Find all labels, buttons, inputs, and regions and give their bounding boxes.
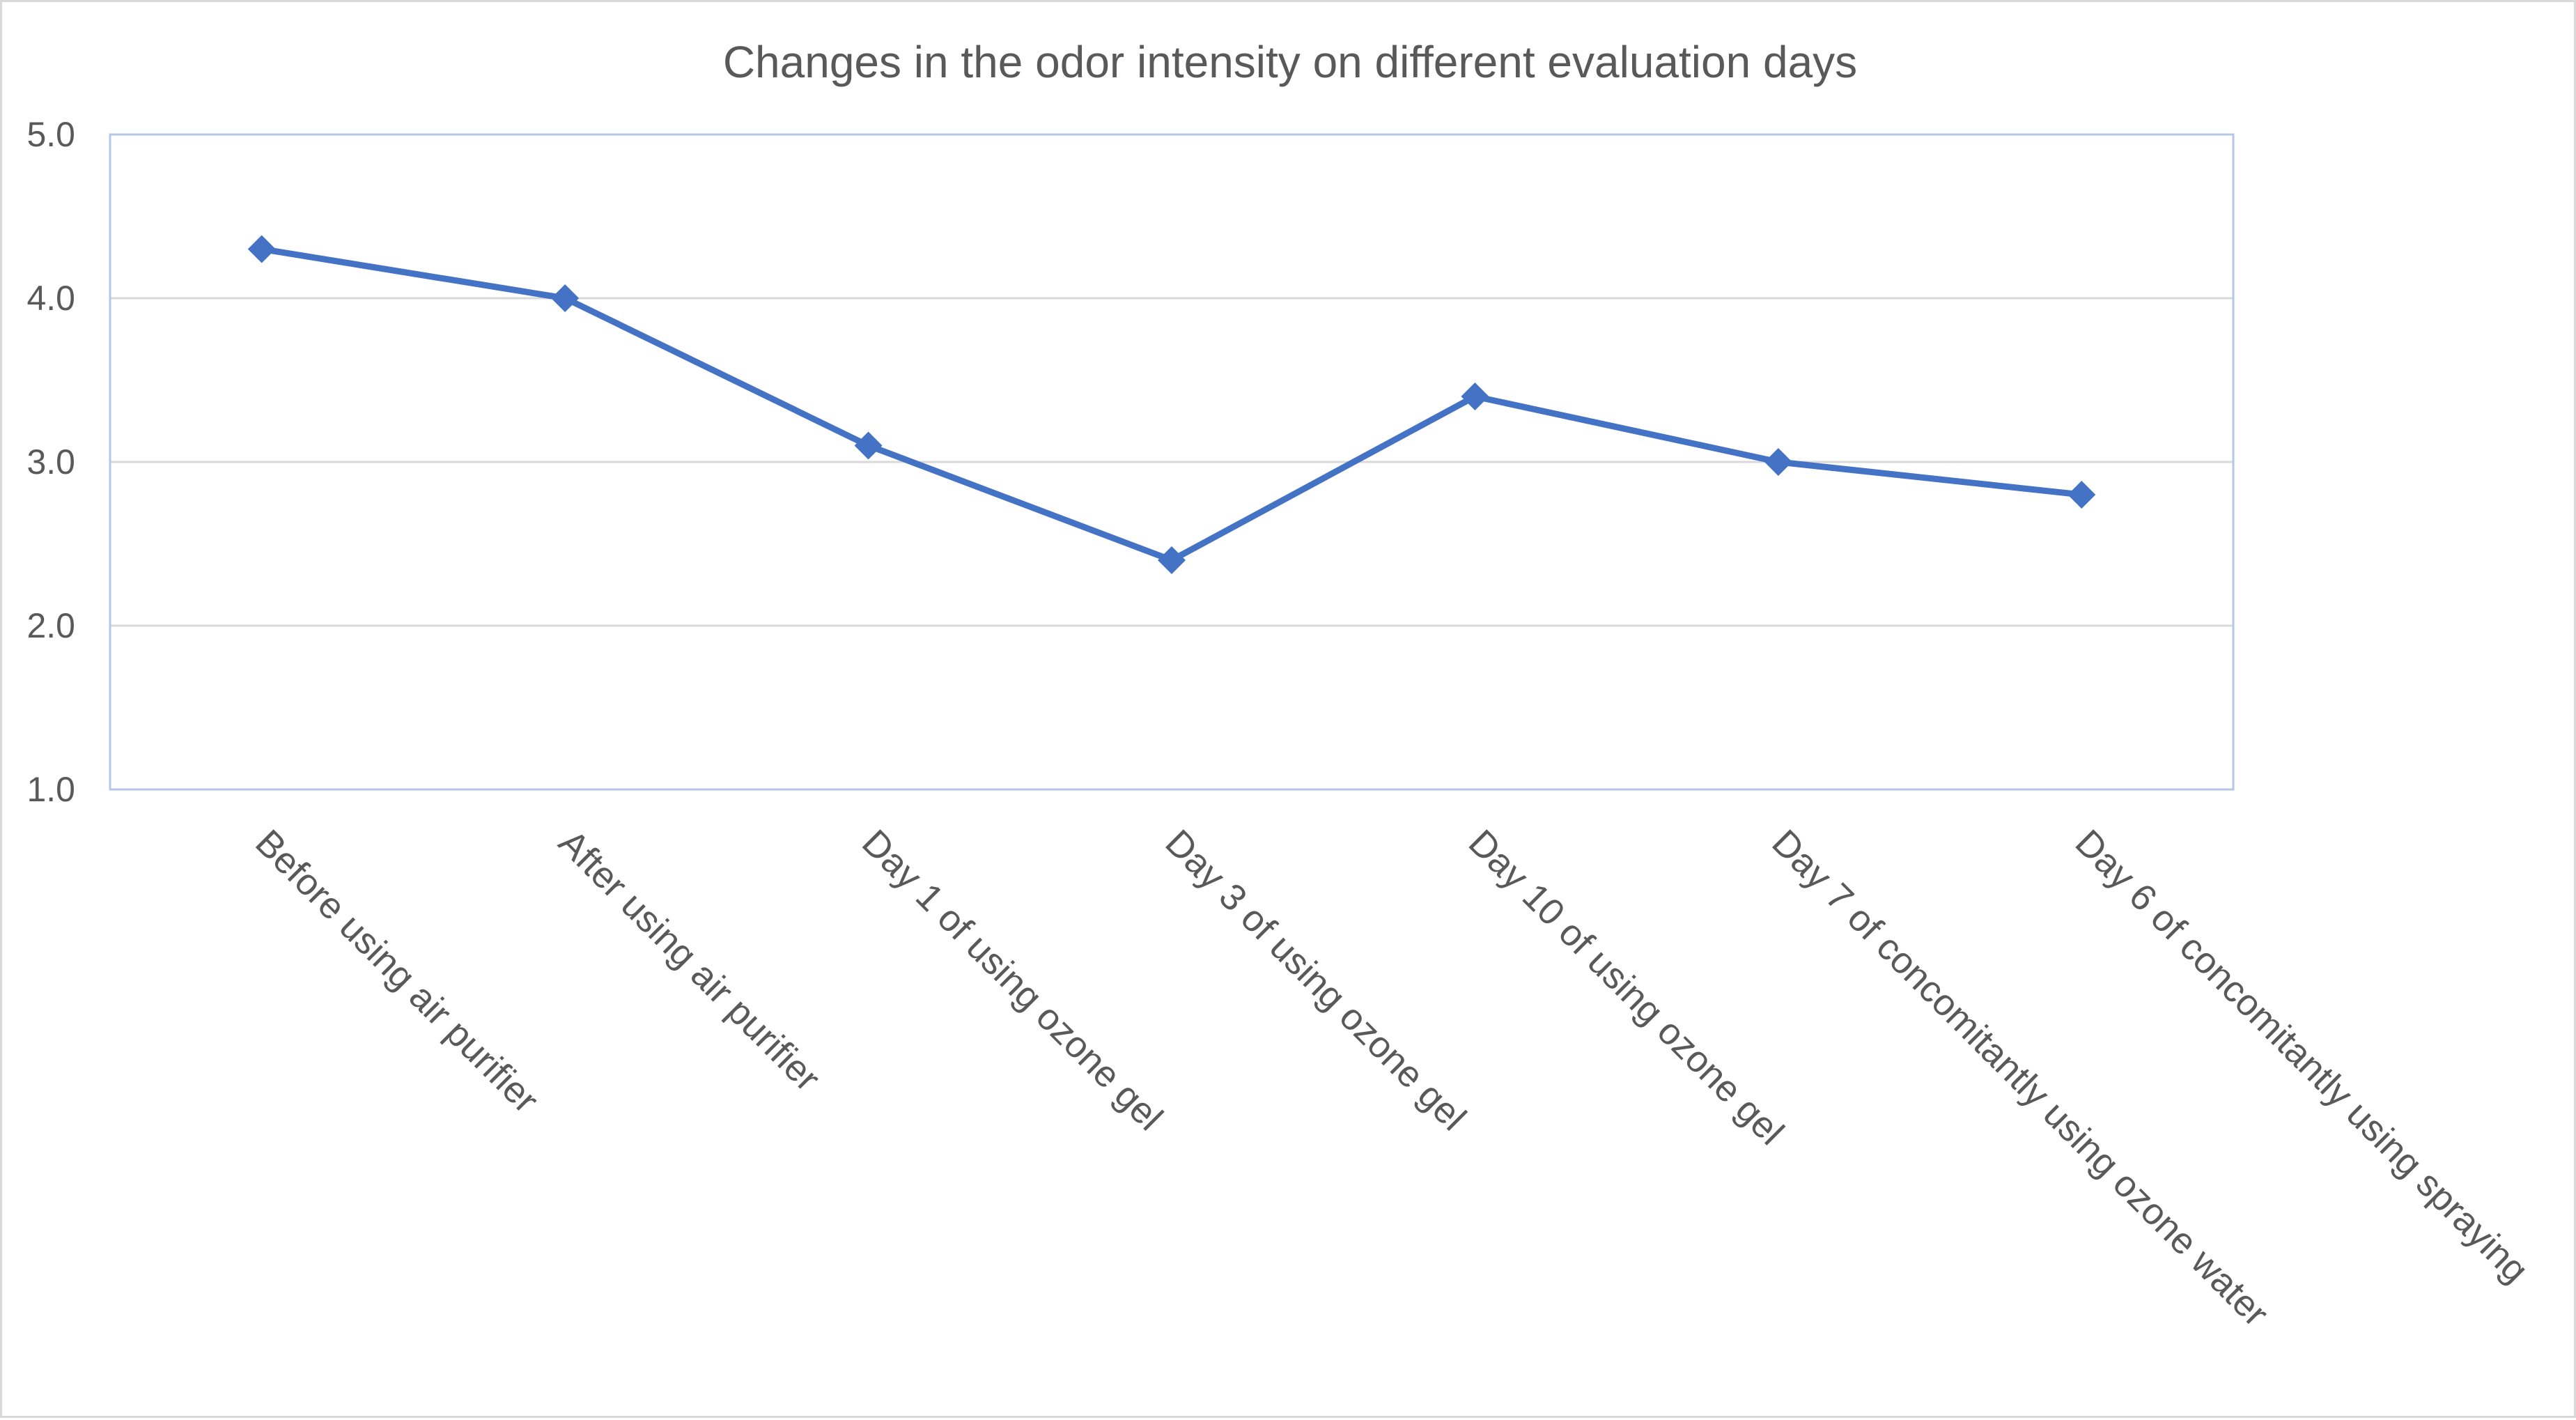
y-axis-tick-labels: 1.0 2.0 3.0 4.0 5.0 — [26, 115, 75, 809]
data-point-marker — [247, 235, 276, 263]
x-category-label: Day 7 of concomitantly using ozone water — [1764, 822, 2276, 1334]
data-point-marker — [551, 284, 580, 312]
gridlines — [110, 297, 2233, 627]
data-point-marker — [1461, 383, 1489, 410]
series-line — [258, 246, 2085, 564]
data-point-marker — [854, 431, 883, 460]
x-category-label: Day 10 of using ozone gel — [1461, 822, 1792, 1153]
y-tick-label: 5.0 — [26, 115, 75, 154]
x-category-label: Before using air purifier — [247, 822, 546, 1121]
x-category-label: Day 3 of using ozone gel — [1158, 822, 1474, 1139]
x-category-label: Day 1 of using ozone gel — [854, 822, 1170, 1139]
y-tick-label: 2.0 — [26, 606, 75, 645]
y-tick-label: 1.0 — [26, 770, 75, 809]
data-point-marker — [1158, 546, 1186, 574]
plot-area-border — [109, 133, 2235, 791]
x-axis-category-labels: Before using air purifier After using air… — [247, 822, 2536, 1334]
chart-title: Changes in the odor intensity on differe… — [723, 37, 1857, 87]
data-point-marker — [1764, 448, 1792, 476]
data-point-marker — [2067, 481, 2096, 509]
y-tick-label: 3.0 — [26, 442, 75, 481]
x-category-label: After using air purifier — [551, 822, 828, 1099]
y-tick-label: 4.0 — [26, 279, 75, 318]
series-layer — [247, 235, 2096, 574]
